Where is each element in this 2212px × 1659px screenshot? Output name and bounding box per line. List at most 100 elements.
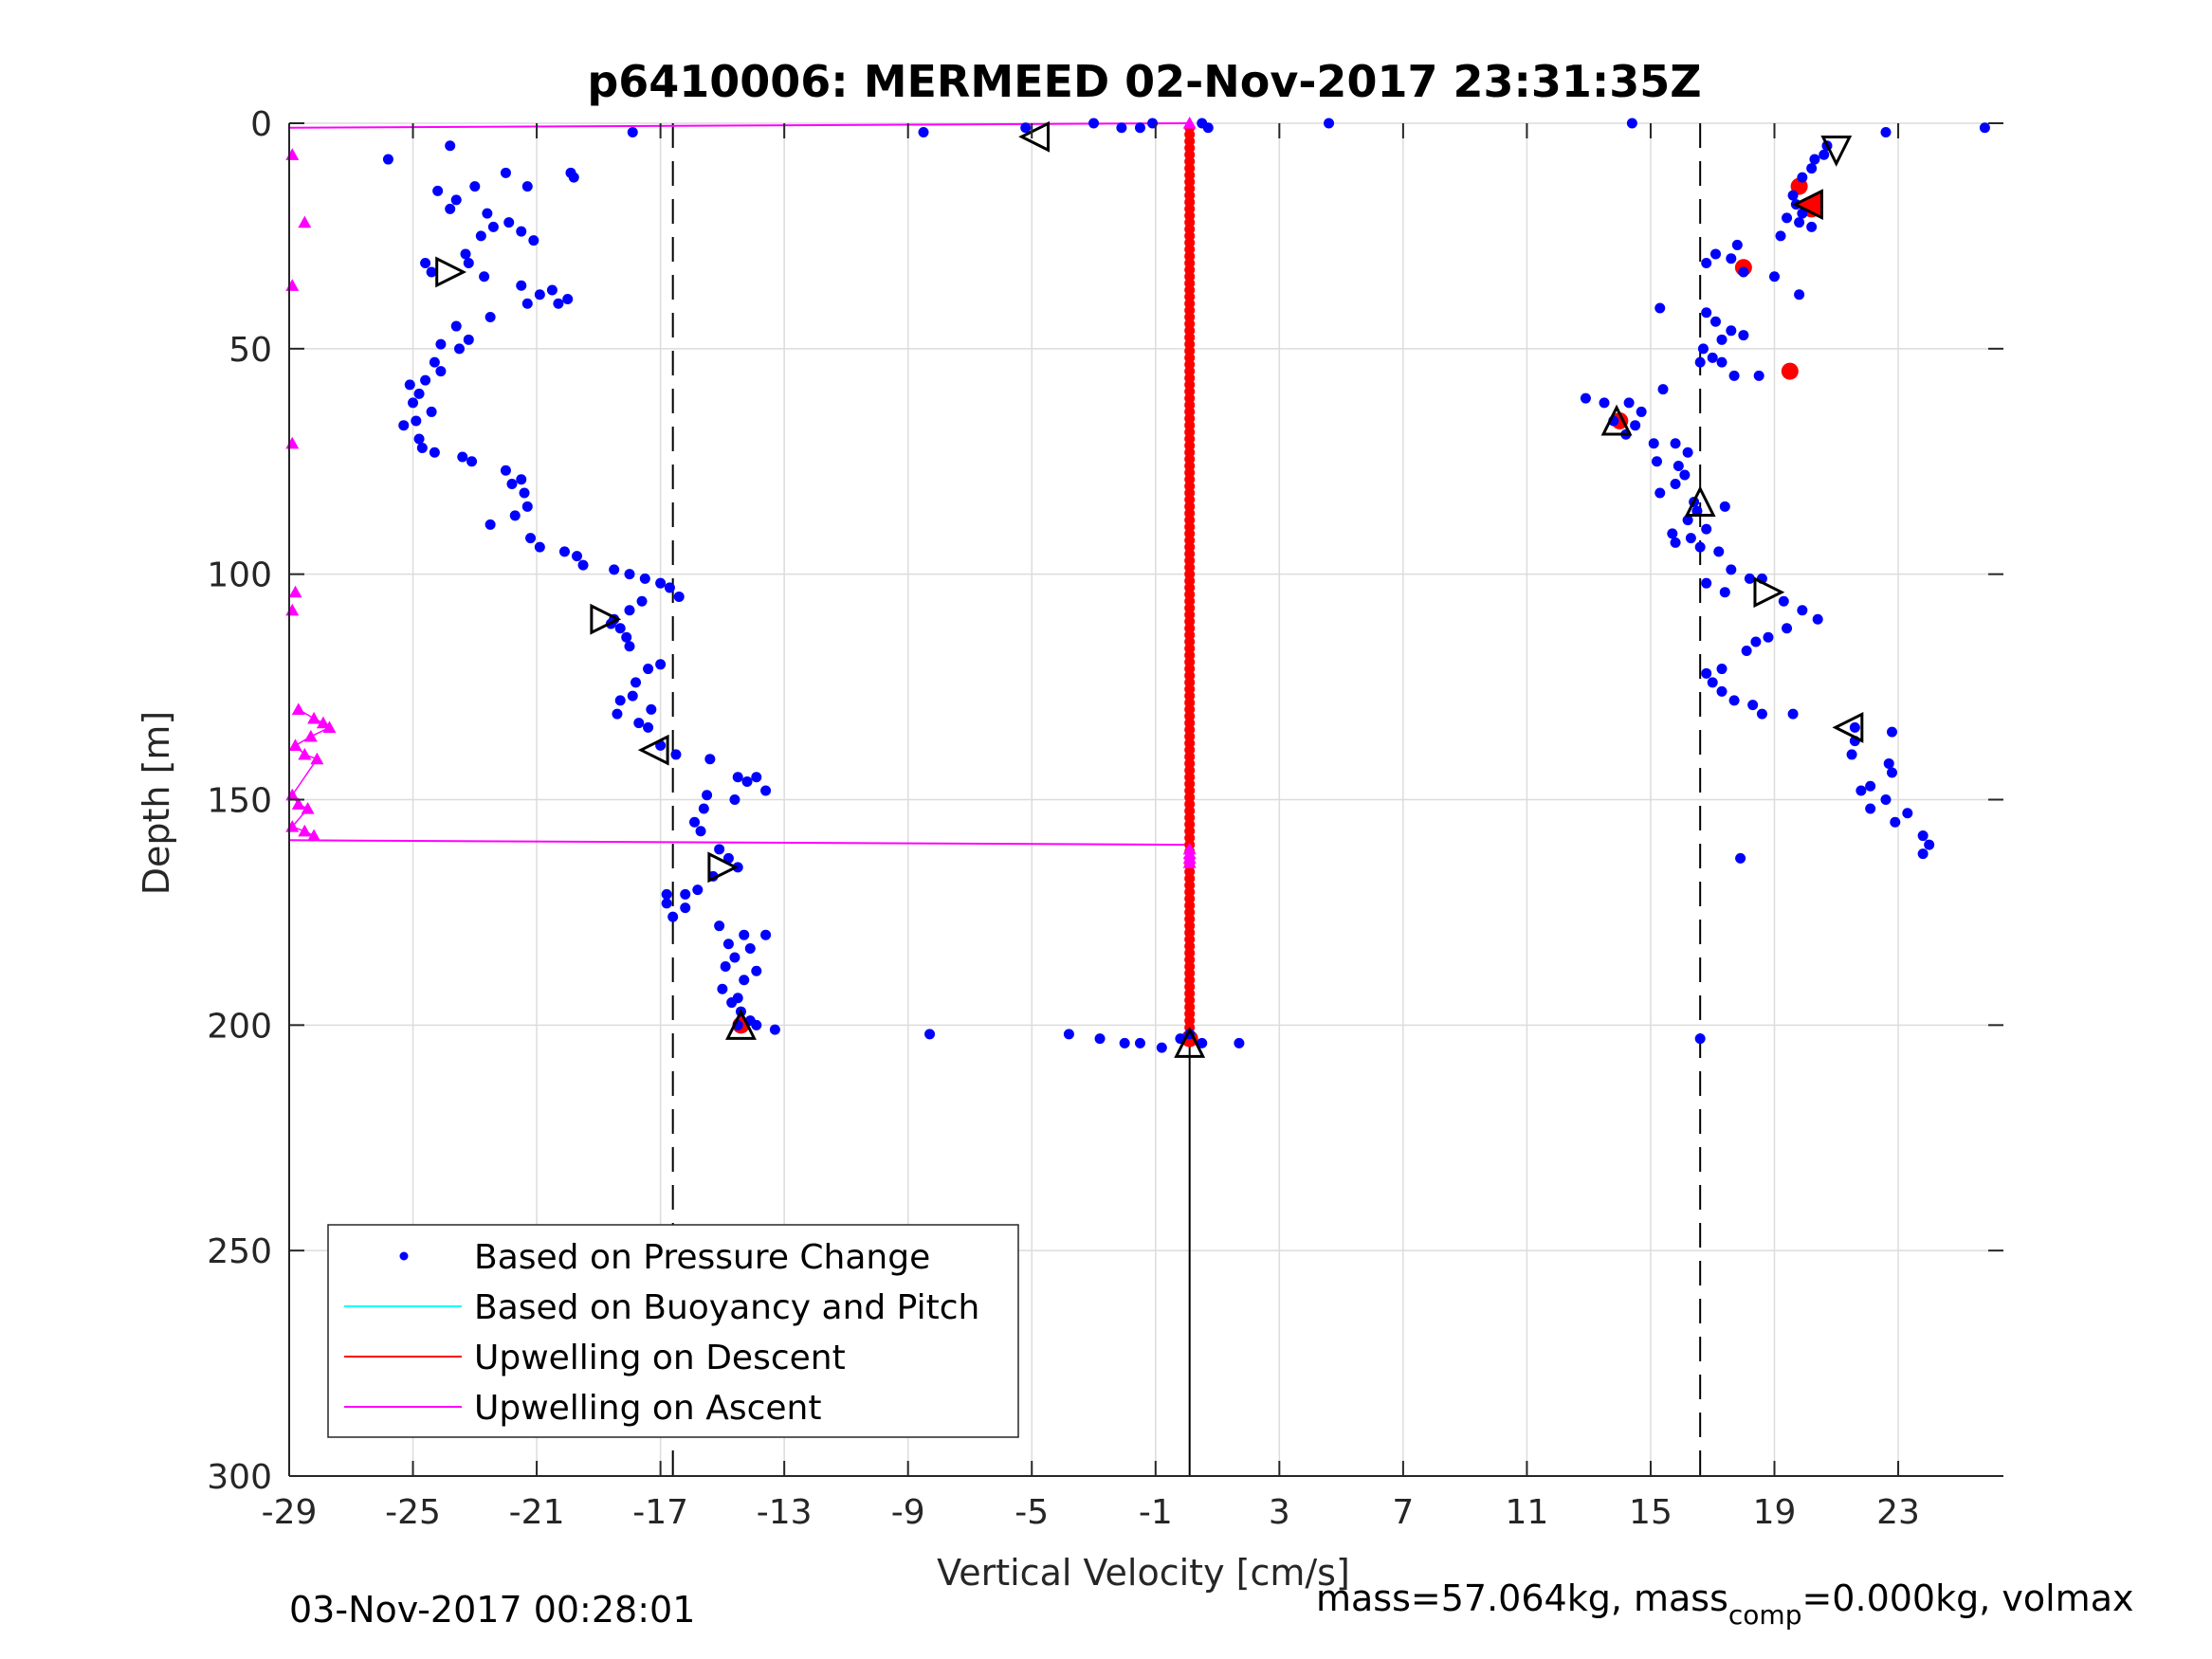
pressure-point <box>404 379 415 391</box>
legend-label: Upwelling on Descent <box>474 1339 846 1377</box>
pressure-point <box>1709 248 1721 260</box>
pressure-point <box>562 294 574 305</box>
pressure-point <box>450 194 462 206</box>
pressure-point <box>572 551 583 562</box>
pressure-point <box>1756 708 1767 720</box>
pressure-point <box>1707 352 1718 363</box>
pressure-point <box>1902 808 1913 819</box>
pressure-point <box>624 641 635 652</box>
pressure-point <box>1119 1037 1130 1048</box>
pressure-point <box>408 397 419 409</box>
pressure-point <box>1626 118 1637 129</box>
pressure-point <box>1806 221 1818 232</box>
ascent-point <box>288 585 302 598</box>
pressure-point <box>1731 239 1743 250</box>
pressure-point <box>636 595 648 607</box>
pressure-point <box>1716 356 1728 368</box>
pressure-point <box>739 929 750 940</box>
x-tick-label: -5 <box>1015 1493 1049 1532</box>
ascent-point <box>288 738 302 752</box>
descent-point <box>1781 362 1799 380</box>
ascent-point <box>298 747 312 760</box>
pressure-point <box>692 884 704 896</box>
pressure-point <box>479 271 490 283</box>
pressure-point <box>466 456 478 467</box>
triangle-marker <box>1820 136 1853 167</box>
pressure-point <box>717 983 728 994</box>
x-tick-label: 3 <box>1269 1493 1290 1532</box>
pressure-point <box>1797 605 1808 616</box>
pressure-point <box>453 343 465 355</box>
pressure-point <box>1782 623 1793 634</box>
pressure-point <box>1673 461 1684 472</box>
pressure-point <box>714 844 725 855</box>
pressure-point <box>661 898 672 909</box>
pressure-point <box>1679 469 1691 481</box>
pressure-point <box>1846 749 1857 760</box>
legend: Based on Pressure Change Based on Buoyanc… <box>327 1224 1019 1438</box>
pressure-point <box>429 356 440 368</box>
pressure-series <box>382 118 1990 1053</box>
triangle-marker <box>590 603 622 635</box>
pressure-point <box>643 664 654 675</box>
ascent-line <box>288 839 1190 847</box>
pressure-point <box>680 902 691 914</box>
pressure-point <box>726 997 738 1009</box>
pressure-point <box>411 415 422 427</box>
pressure-point <box>516 474 527 485</box>
legend-swatch <box>399 1251 409 1261</box>
pressure-point <box>655 577 667 589</box>
triangle-marker <box>707 851 740 884</box>
pressure-point <box>1880 794 1892 805</box>
pressure-point <box>1887 726 1898 738</box>
pressure-point <box>484 312 496 323</box>
y-tick-label: 100 <box>207 556 272 595</box>
pressure-point <box>577 559 589 571</box>
ascent-point <box>301 802 315 814</box>
triangle-marker <box>725 1008 757 1040</box>
pressure-point <box>1728 370 1740 381</box>
pressure-point <box>450 320 462 332</box>
pressure-point <box>1701 307 1712 319</box>
pressure-point <box>704 754 716 765</box>
pressure-point <box>714 921 725 932</box>
pressure-point <box>732 772 743 783</box>
pressure-point <box>487 221 499 232</box>
pressure-point <box>646 703 657 715</box>
pressure-point <box>1856 785 1867 796</box>
pressure-point <box>445 140 456 152</box>
pressure-point <box>429 447 440 458</box>
pressure-point <box>1691 505 1703 517</box>
pressure-point <box>521 181 533 192</box>
pressure-point <box>1670 438 1681 449</box>
chart-title: p6410006: MERMEED 02-Nov-2017 23:31:35Z <box>587 56 1701 107</box>
pressure-point <box>1682 447 1693 458</box>
pressure-point <box>1738 266 1749 278</box>
pressure-point <box>1880 127 1892 138</box>
pressure-point <box>1651 456 1662 467</box>
pressure-point <box>655 659 667 670</box>
pressure-point <box>1116 122 1127 134</box>
pressure-point <box>751 772 762 783</box>
pressure-point <box>420 374 431 386</box>
y-tick-label: 150 <box>207 782 272 821</box>
pressure-point <box>1924 839 1935 850</box>
pressure-point <box>1713 546 1725 557</box>
x-tick-label: 11 <box>1506 1493 1549 1532</box>
pressure-point <box>1623 397 1635 409</box>
pressure-point <box>661 888 672 900</box>
pressure-point <box>769 1024 780 1035</box>
pressure-point <box>751 1019 762 1030</box>
pressure-point <box>680 888 691 900</box>
triangle-markers <box>435 120 1864 1058</box>
triangle-marker <box>1753 576 1785 609</box>
pressure-point <box>500 167 511 178</box>
ascent-point <box>291 702 305 715</box>
pressure-point <box>627 127 638 138</box>
pressure-point <box>1726 253 1737 264</box>
pressure-point <box>1787 190 1799 201</box>
pressure-point <box>1088 118 1100 129</box>
pressure-point <box>1763 631 1774 643</box>
pressure-point <box>469 181 481 192</box>
pressure-point <box>1094 1033 1106 1045</box>
